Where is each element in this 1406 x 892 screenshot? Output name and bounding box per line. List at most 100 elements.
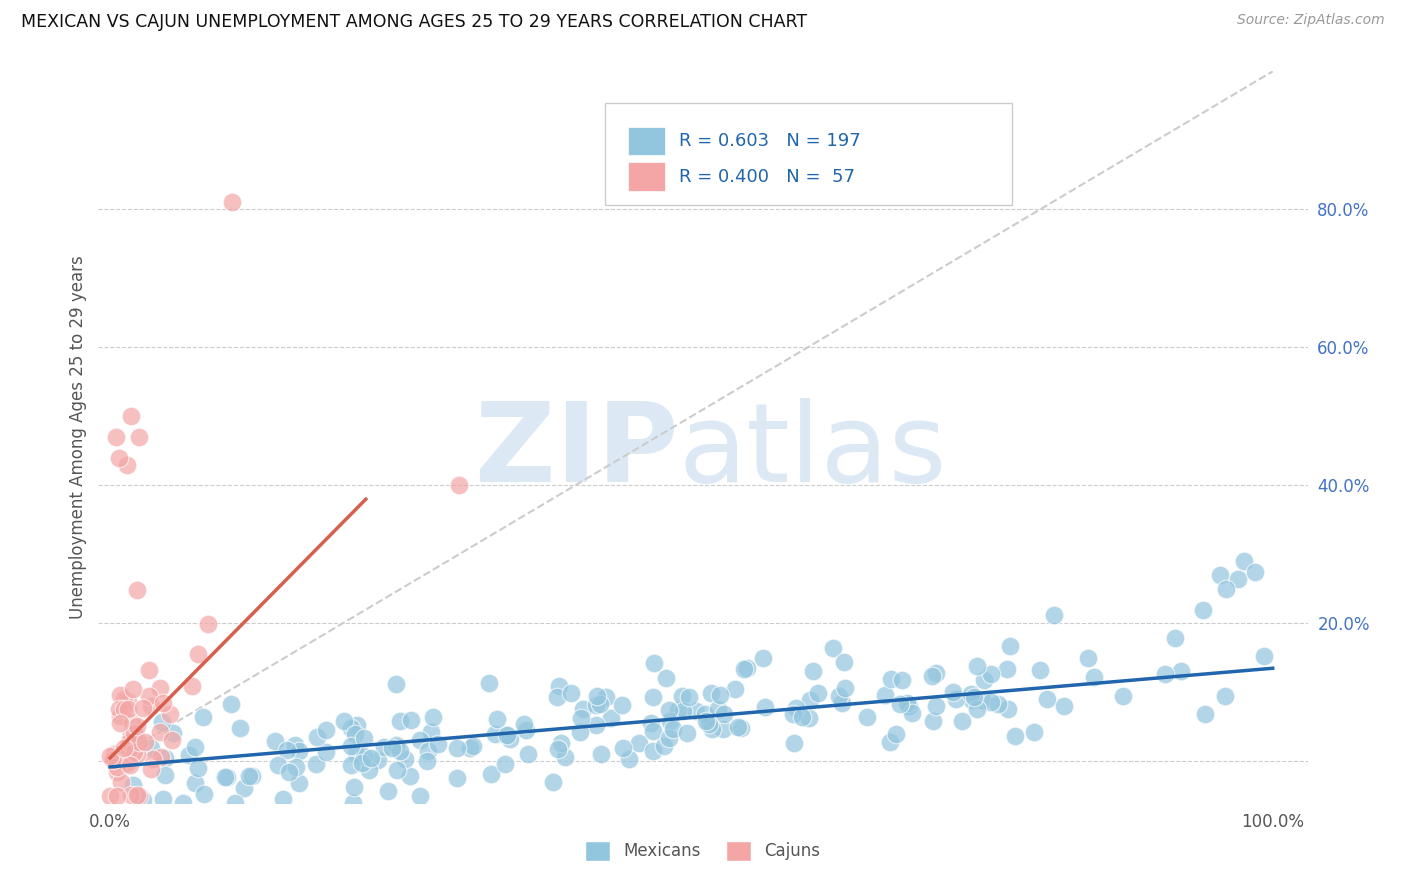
Point: [1000, 639, 1022, 653]
Legend: Mexicans, Cajuns: Mexicans, Cajuns: [579, 834, 827, 868]
Point: [128, 430, 150, 444]
Point: [512, 716, 534, 731]
Point: [187, 647, 209, 661]
Point: [962, 693, 984, 707]
Point: [823, 640, 845, 655]
Point: [120, 788, 142, 802]
Point: [550, 736, 572, 750]
Point: [117, 458, 139, 472]
Point: [125, 747, 148, 761]
Point: [224, 796, 246, 810]
Point: [152, 792, 174, 806]
Point: [155, 751, 177, 765]
Point: [373, 739, 395, 754]
Point: [1053, 699, 1076, 714]
Point: [120, 409, 142, 424]
Point: [128, 789, 150, 803]
Point: [572, 702, 595, 716]
Point: [585, 698, 607, 712]
Point: [229, 721, 252, 735]
Point: [643, 690, 665, 705]
Point: [110, 775, 132, 789]
Point: [446, 771, 468, 785]
Point: [276, 743, 298, 757]
Point: [560, 686, 582, 700]
Point: [377, 784, 399, 798]
Point: [139, 741, 162, 756]
Point: [479, 767, 502, 781]
Point: [416, 754, 439, 768]
Point: [315, 745, 337, 759]
Point: [516, 747, 538, 761]
Point: [921, 669, 943, 683]
Point: [733, 662, 755, 676]
Point: [987, 697, 1010, 711]
Point: [966, 702, 988, 716]
Point: [138, 690, 160, 704]
Point: [676, 726, 699, 740]
Point: [730, 721, 752, 735]
Point: [122, 778, 145, 792]
Point: [180, 679, 202, 693]
Point: [381, 741, 404, 756]
Point: [834, 681, 856, 695]
Point: [118, 742, 141, 756]
Point: [409, 789, 432, 804]
Point: [1024, 724, 1046, 739]
Point: [339, 722, 361, 736]
Point: [305, 757, 328, 772]
Point: [240, 769, 263, 783]
Point: [709, 688, 731, 702]
Point: [695, 714, 717, 728]
Point: [418, 744, 440, 758]
Point: [98, 749, 121, 764]
Point: [640, 716, 662, 731]
Point: [277, 765, 299, 780]
Point: [995, 662, 1018, 676]
Point: [980, 694, 1002, 708]
Point: [122, 726, 145, 740]
Point: [697, 716, 720, 731]
Point: [172, 796, 194, 810]
Point: [652, 739, 675, 753]
Point: [142, 752, 165, 766]
Point: [152, 697, 174, 711]
Point: [221, 195, 243, 210]
Point: [1192, 602, 1215, 616]
Point: [997, 702, 1019, 716]
Point: [114, 741, 136, 756]
Point: [394, 752, 416, 766]
Text: ZIP: ZIP: [475, 398, 679, 505]
Text: atlas: atlas: [679, 398, 948, 505]
Point: [884, 727, 907, 741]
Point: [105, 760, 128, 774]
Point: [589, 747, 612, 761]
Point: [344, 747, 367, 761]
Point: [1043, 608, 1066, 623]
Point: [125, 789, 148, 803]
Point: [108, 716, 131, 731]
Point: [1215, 689, 1237, 703]
Point: [389, 744, 412, 758]
Text: R = 0.400   N =  57: R = 0.400 N = 57: [679, 168, 855, 186]
Point: [108, 702, 131, 716]
Point: [134, 735, 156, 749]
Point: [420, 725, 443, 739]
Point: [754, 699, 776, 714]
Point: [856, 709, 879, 723]
Point: [619, 752, 641, 766]
Point: [307, 730, 329, 744]
Point: [666, 703, 689, 717]
Point: [783, 736, 806, 750]
Point: [569, 711, 592, 725]
Point: [659, 714, 682, 728]
Point: [385, 738, 408, 752]
Point: [901, 706, 924, 721]
Point: [359, 764, 381, 778]
Point: [693, 706, 716, 721]
Point: [118, 758, 141, 772]
Point: [700, 685, 723, 699]
Point: [353, 731, 375, 745]
Point: [101, 753, 124, 767]
Point: [494, 756, 516, 771]
